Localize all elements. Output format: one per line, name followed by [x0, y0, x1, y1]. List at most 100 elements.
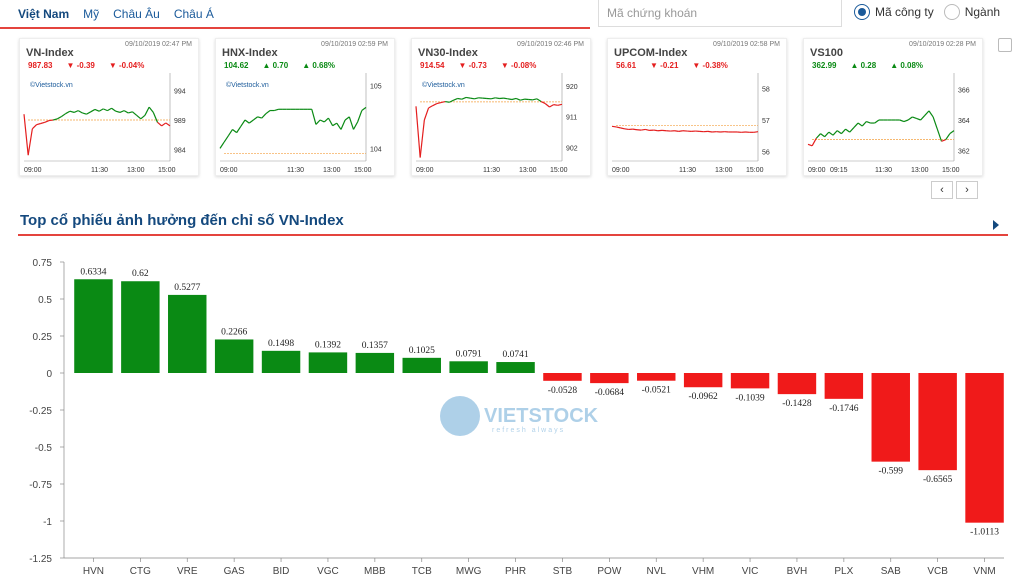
index-change: ▼ -0.39 — [66, 61, 95, 70]
sparkline-segment — [261, 113, 267, 119]
sparkline-segment — [327, 117, 334, 126]
bar-vgc[interactable] — [308, 352, 348, 373]
x-tick-label: 15:00 — [942, 167, 960, 174]
x-tick-label: VGC — [317, 566, 339, 577]
sparkline-segment — [928, 110, 934, 118]
bar-mbb[interactable] — [355, 352, 395, 373]
index-card-upcom-index[interactable]: UPCOM-Index 09/10/2019 02:58 PM 56.61 ▼ -0.… — [607, 38, 787, 176]
cards-prev-button[interactable]: ‹ — [931, 181, 953, 199]
sparkline-segment — [932, 116, 938, 130]
x-tick-label: VIC — [742, 566, 759, 577]
bar-plx[interactable] — [824, 373, 864, 399]
sparkline-segment — [540, 101, 546, 105]
bar-gas[interactable] — [214, 339, 254, 373]
bar-vcb[interactable] — [918, 373, 957, 471]
x-tick-label: SAB — [881, 566, 901, 577]
index-percent: ▲ 0.68% — [302, 61, 336, 70]
sparkline-segment — [849, 127, 855, 133]
tab-europe[interactable]: Châu Âu — [113, 7, 160, 21]
sparkline-segment — [532, 98, 538, 101]
bar-ctg[interactable] — [121, 281, 160, 373]
tab-vietnam[interactable]: Việt Nam — [18, 7, 70, 21]
y-tick-label: 364 — [958, 118, 970, 125]
tab-usa[interactable]: Mỹ — [83, 7, 100, 21]
cards-next-button[interactable]: › — [956, 181, 978, 199]
radio-company-code[interactable] — [854, 4, 870, 20]
sparkline-segment — [357, 110, 363, 123]
bar-value-label: 0.1025 — [409, 346, 435, 356]
y-tick-label: 994 — [174, 89, 186, 96]
bar-bvh[interactable] — [777, 373, 817, 395]
sparkline-segment — [924, 110, 930, 116]
side-toggle-box[interactable] — [998, 38, 1012, 52]
sparkline-segment — [832, 130, 838, 136]
impact-bar-chart: VIETSTOCK refresh always 0.75 0.5 0.25 0 -0.25… — [0, 240, 1024, 584]
index-card-vn-index[interactable]: VN-Index 09/10/2019 02:47 PM 987.83 ▼ -0.39… — [19, 38, 199, 176]
bar-hvn[interactable] — [74, 279, 113, 373]
index-name: VN-Index — [26, 47, 74, 59]
bar-pow[interactable] — [590, 373, 629, 384]
bar-nvl[interactable] — [637, 373, 676, 381]
sparkline-segment — [811, 137, 817, 147]
sparkline-segment — [903, 119, 909, 123]
sparkline-segment — [103, 108, 108, 112]
sparkline-segment — [941, 139, 946, 142]
index-card-vn30-index[interactable]: VN30-Index 09/10/2019 02:46 PM 914.54 ▼ -0.… — [411, 38, 591, 176]
section-title: Top cổ phiếu ảnh hưởng đến chỉ số VN-Ind… — [20, 212, 344, 229]
tab-asia[interactable]: Châu Á — [173, 7, 214, 21]
stock-search-input[interactable] — [598, 0, 842, 27]
radio-company-code-label[interactable]: Mã công ty — [875, 5, 934, 19]
sparkline-segment — [912, 116, 917, 120]
sparkline-segment — [65, 110, 71, 115]
bar-sab[interactable] — [871, 373, 910, 462]
section-divider — [18, 234, 1008, 236]
sparkline-segment — [820, 133, 826, 138]
sparkline-segment — [616, 126, 621, 129]
sparkline-segment — [336, 122, 342, 130]
index-card-vs100[interactable]: VS100 09/10/2019 02:28 PM 362.99 ▲ 0.28 ▲ 0.… — [803, 38, 983, 176]
bar-vnm[interactable] — [965, 373, 1004, 523]
sparkline-segment — [520, 98, 525, 101]
bar-vre[interactable] — [168, 294, 207, 373]
sparkline-segment — [419, 119, 425, 158]
sparkline-segment — [861, 121, 867, 127]
bar-value-label: -0.599 — [878, 467, 903, 477]
radio-industry-label[interactable]: Ngành — [964, 5, 1001, 19]
bar-bid[interactable] — [261, 350, 301, 373]
sparkline-segment — [219, 141, 225, 149]
index-timestamp: 09/10/2019 02:46 PM — [517, 41, 584, 48]
x-tick-label: 09:15 — [830, 167, 848, 174]
radio-industry[interactable] — [943, 4, 960, 20]
sparkline-segment — [161, 122, 167, 127]
index-name: VS100 — [810, 47, 844, 59]
bar-vhm[interactable] — [683, 373, 723, 388]
x-tick-label: NVL — [647, 566, 667, 577]
bar-vic[interactable] — [730, 373, 770, 389]
sparkline-segment — [503, 97, 508, 100]
sparkline-segment — [223, 135, 229, 143]
sparkline-segment — [445, 100, 450, 103]
x-tick-label: MWG — [456, 566, 482, 577]
brand-watermark: ©Vietstock.vn — [422, 82, 465, 89]
bar-mwg[interactable] — [449, 361, 488, 373]
sparkline-segment — [240, 119, 246, 127]
sparkline-segment — [470, 97, 475, 100]
y-tick-label: 57 — [762, 118, 770, 125]
x-tick-label: 09:00 — [220, 167, 238, 174]
x-tick-label: TCB — [412, 566, 432, 577]
bar-stb[interactable] — [543, 373, 582, 381]
sparkline-segment — [449, 99, 454, 103]
x-tick-label: 13:00 — [911, 167, 929, 174]
bar-phr[interactable] — [496, 362, 535, 373]
section-expand-arrow-icon[interactable] — [993, 220, 999, 230]
x-tick-label: VNM — [973, 566, 995, 577]
x-tick-label: 13:00 — [715, 167, 733, 174]
sparkline-segment — [348, 116, 355, 130]
x-tick-label: BVH — [787, 566, 808, 577]
sparkline-segment — [82, 112, 87, 115]
sparkline-segment — [31, 124, 37, 130]
index-card-hnx-index[interactable]: HNX-Index 09/10/2019 02:59 PM 104.62 ▲ 0.70… — [215, 38, 395, 176]
y-tick-label: -1.25 — [29, 554, 52, 565]
bar-tcb[interactable] — [402, 357, 441, 373]
sparkline-segment — [136, 114, 142, 120]
